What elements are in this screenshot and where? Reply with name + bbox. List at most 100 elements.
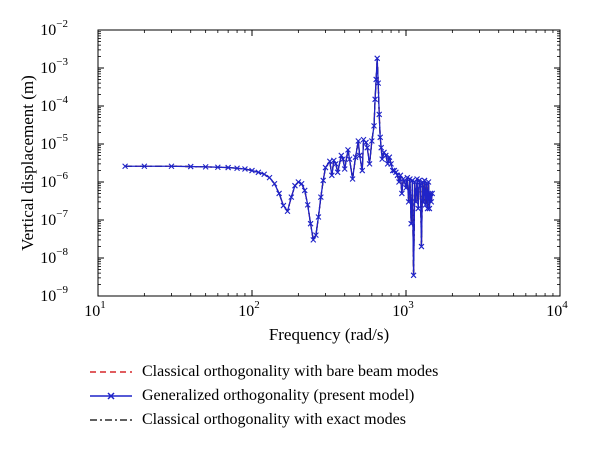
x-tick-label: 102 (238, 299, 260, 320)
legend-label-exact-modes: Classical orthogonality with exact modes (142, 411, 406, 428)
data-point-marker (427, 190, 434, 197)
data-point-marker (405, 198, 412, 205)
data-point-marker (288, 194, 295, 201)
x-tick-label-exp: 1 (100, 299, 106, 311)
data-point-marker (214, 164, 221, 171)
data-point-marker (396, 179, 402, 185)
x-tick-label-exp: 3 (408, 299, 414, 311)
x-axis-label: Frequency (rad/s) (269, 325, 389, 344)
x-tick-label-exp: 4 (562, 299, 568, 311)
legend-label-generalized: Generalized orthogonality (present model… (142, 387, 415, 404)
data-point-marker (373, 76, 380, 83)
data-point-marker (352, 154, 359, 161)
y-tick-label: 10−5 (40, 132, 68, 153)
data-point-marker (372, 96, 378, 103)
x-tick-label: 104 (546, 299, 568, 320)
data-point-marker (355, 138, 362, 144)
data-point-marker (424, 205, 431, 212)
x-tick-label-base: 10 (546, 303, 562, 320)
y-tick-label-base: 10 (40, 174, 56, 191)
data-point-marker (420, 198, 427, 205)
data-point-marker (428, 198, 435, 205)
data-point-marker (330, 157, 337, 164)
data-point-marker (421, 177, 428, 184)
y-tick-label-exp: −6 (56, 170, 68, 182)
y-tick-label-base: 10 (40, 212, 56, 229)
series-line-1 (125, 57, 433, 276)
data-point-marker (304, 201, 311, 208)
data-point-marker (187, 163, 194, 170)
data-point-marker (371, 122, 377, 129)
data-point-marker (280, 202, 287, 209)
data-point-marker (364, 144, 371, 151)
data-point-marker (334, 169, 341, 176)
data-point-marker (295, 179, 302, 185)
y-tick-label: 10−3 (40, 56, 68, 77)
data-point-marker (242, 166, 248, 172)
x-tick-label-exp: 2 (254, 299, 260, 311)
data-point-marker (377, 134, 384, 141)
data-point-marker (376, 111, 383, 118)
data-point-marker (271, 180, 278, 187)
data-point-marker (359, 167, 366, 174)
data-point-marker (403, 184, 409, 191)
data-point-marker (382, 152, 389, 159)
y-tick-label-base: 10 (40, 98, 56, 115)
y-tick-label-exp: −4 (56, 94, 68, 106)
y-tick-label: 10−2 (40, 18, 68, 39)
data-point-marker (416, 177, 423, 184)
data-point-marker (266, 174, 273, 181)
y-tick-label: 10−9 (40, 284, 68, 305)
y-tick-label: 10−8 (40, 246, 68, 267)
plot-area-frame (97, 29, 561, 297)
data-point-marker (426, 205, 433, 212)
data-point-marker (368, 138, 375, 144)
data-point-marker (307, 220, 314, 227)
data-point-marker (338, 152, 345, 159)
data-point-marker (401, 179, 408, 185)
data-point-marker (249, 167, 255, 174)
data-point-marker (425, 179, 432, 185)
data-point-marker (317, 194, 324, 201)
data-point-marker (202, 163, 209, 170)
data-point-marker (276, 190, 283, 197)
data-point-marker (234, 165, 240, 172)
data-point-marker (346, 156, 353, 163)
data-point-marker (375, 80, 382, 87)
y-tick-label-base: 10 (40, 136, 56, 153)
axis-ticks-group: 101 102 103 10410−910−810−710−610−510−410−3… (40, 18, 568, 320)
data-point-marker (386, 154, 393, 161)
data-point-marker (378, 144, 385, 151)
y-tick-label-base: 10 (40, 22, 56, 39)
data-point-marker (315, 214, 322, 220)
data-point-marker (413, 198, 419, 205)
y-tick-label-base: 10 (40, 60, 56, 77)
x-tick-label-base: 10 (238, 303, 254, 320)
data-point-marker (313, 232, 319, 239)
y-tick-label-base: 10 (40, 288, 56, 305)
data-point-marker (410, 272, 417, 279)
data-point-marker (400, 176, 407, 182)
data-point-marker (374, 55, 381, 62)
x-tick-label-base: 10 (84, 303, 100, 320)
data-point-marker (320, 177, 327, 184)
data-point-marker (415, 205, 422, 212)
data-point-marker (398, 190, 405, 197)
data-point-marker (381, 149, 387, 156)
y-tick-label: 10−7 (40, 208, 68, 229)
y-tick-label-exp: −7 (56, 208, 68, 220)
y-tick-label-base: 10 (40, 250, 56, 267)
data-point-marker (261, 171, 268, 178)
data-point-marker (141, 163, 148, 170)
data-point-marker (284, 208, 291, 215)
y-tick-label: 10−6 (40, 170, 68, 191)
data-point-marker (356, 152, 363, 159)
data-point-marker (349, 176, 356, 182)
x-tick-label: 101 (84, 299, 106, 320)
x-tick-label: 103 (392, 299, 414, 320)
x-tick-label-base: 10 (392, 303, 408, 320)
data-point-marker (341, 166, 348, 172)
data-point-marker (301, 187, 308, 194)
data-point-marker (168, 163, 175, 170)
